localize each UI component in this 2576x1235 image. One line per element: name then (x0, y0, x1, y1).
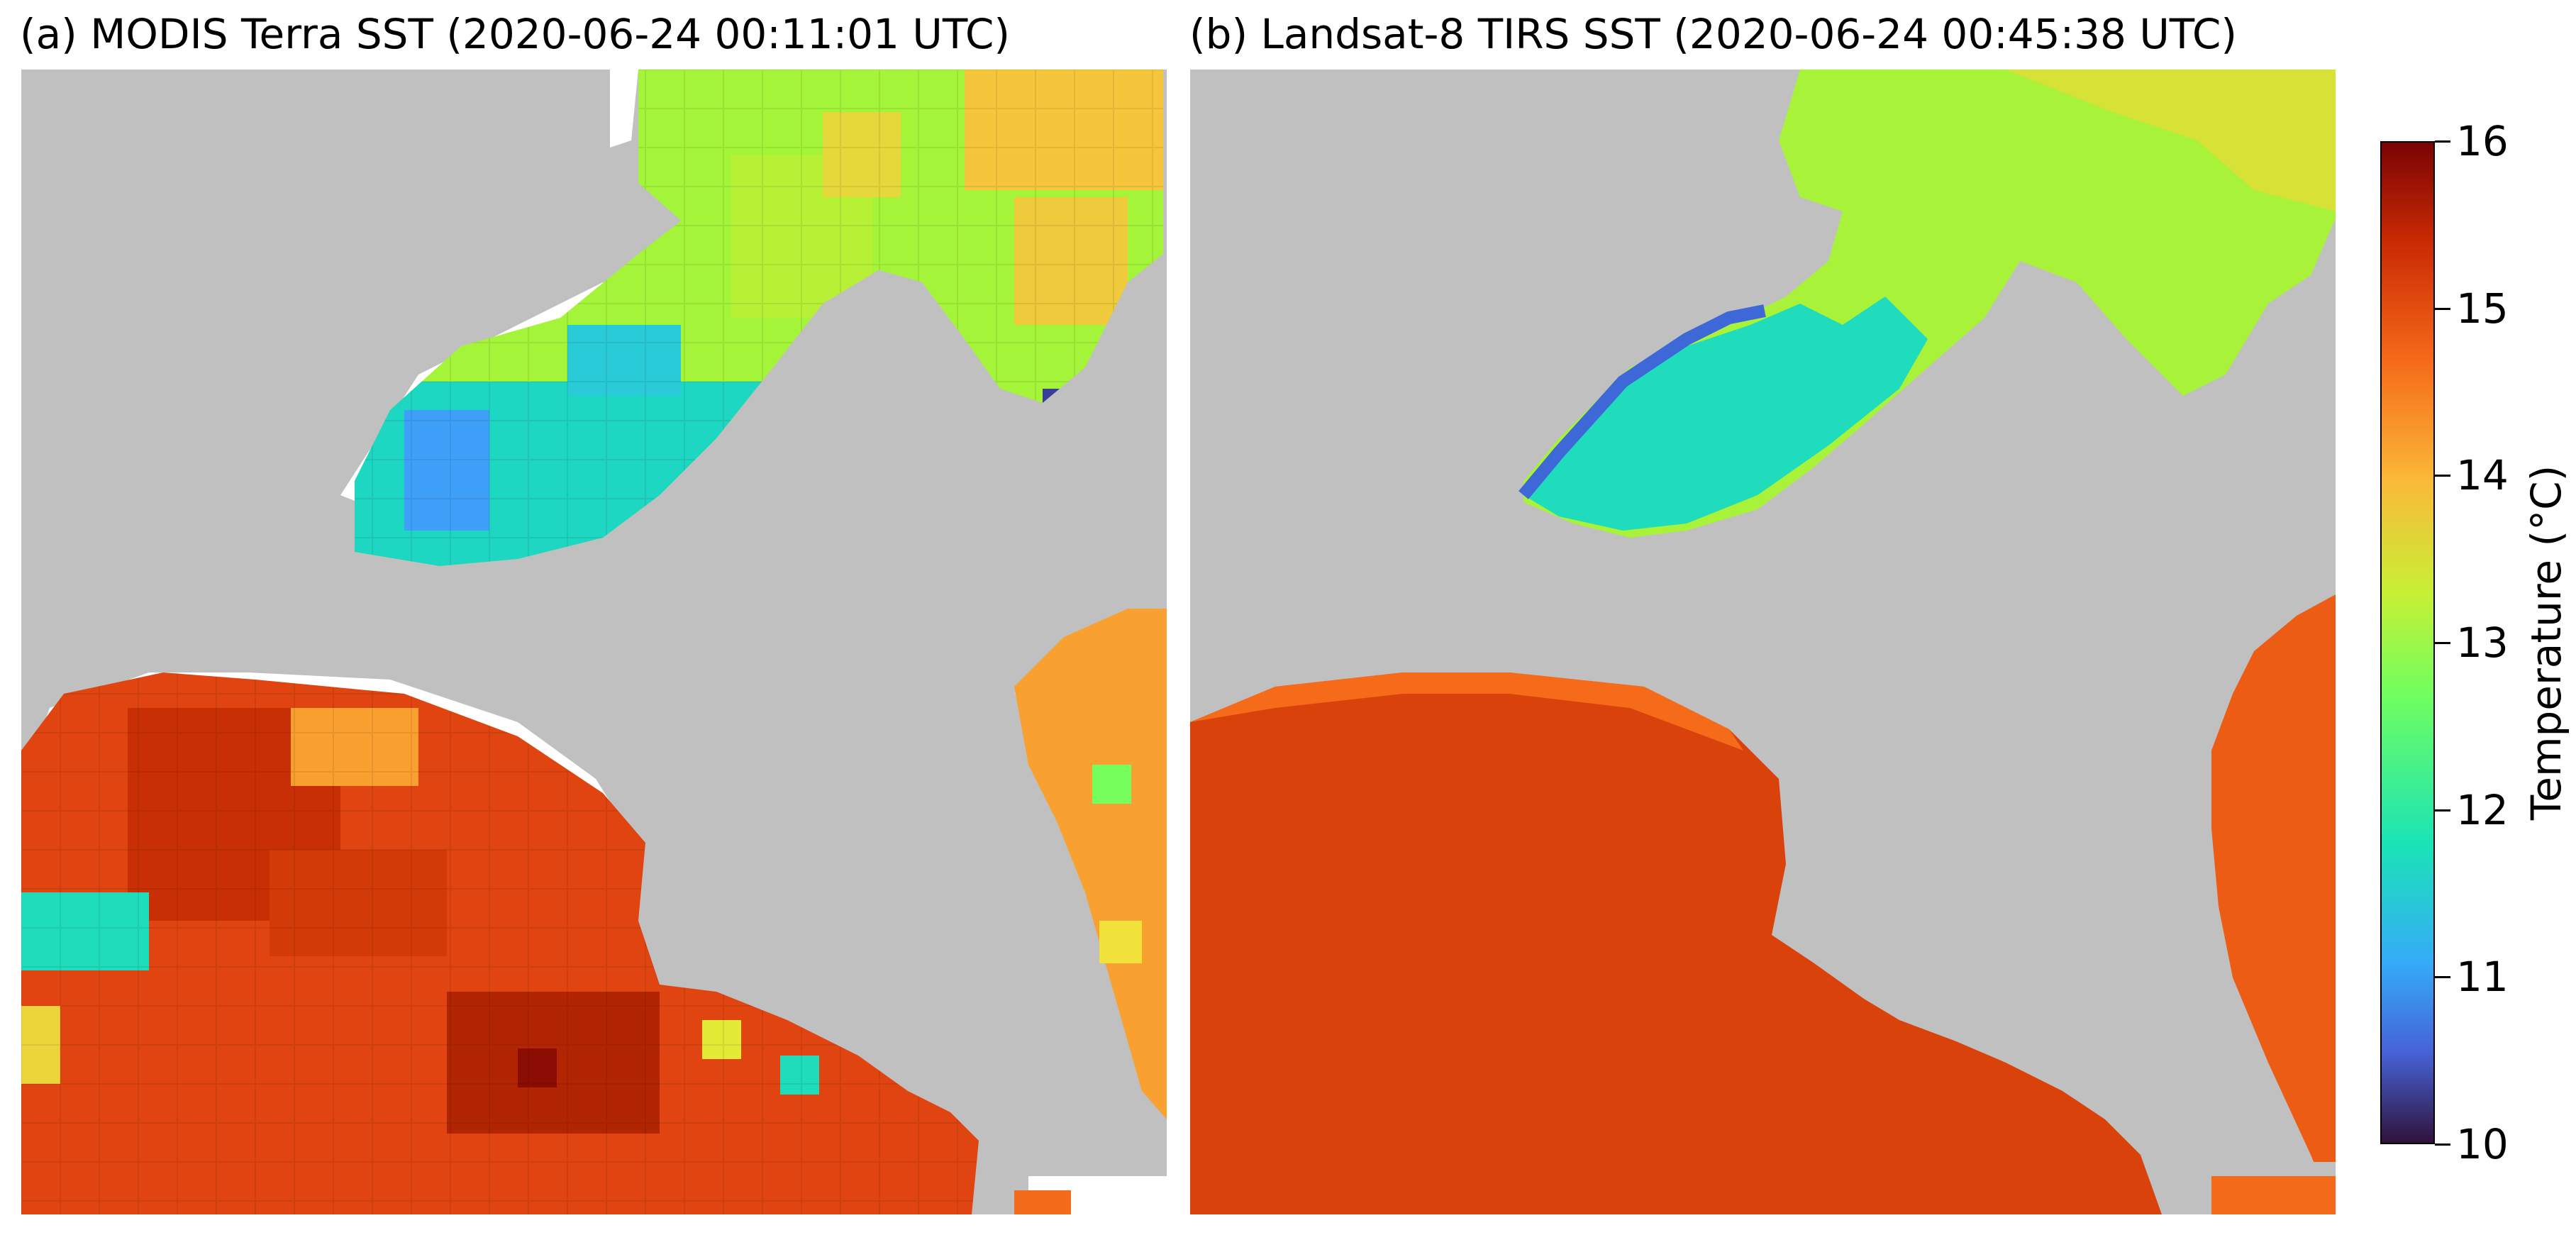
colorbar (2380, 141, 2435, 1144)
colorbar-tick-mark (2435, 307, 2450, 310)
colorbar-tick-mark (2435, 475, 2450, 477)
colorbar-tick-label: 13 (2456, 619, 2509, 667)
modis-sst-map (21, 70, 1167, 1214)
colorbar-tick-label: 14 (2456, 451, 2509, 500)
colorbar-tick-mark (2435, 140, 2450, 143)
landsat-sst-map (1190, 70, 2336, 1214)
panel-a-title: (a) MODIS Terra SST (2020-06-24 00:11:01… (20, 10, 1011, 58)
colorbar-tick-mark (2435, 976, 2450, 979)
panel-b-title: (b) Landsat-8 TIRS SST (2020-06-24 00:45… (1189, 10, 2237, 58)
landsat-sst-image (1190, 70, 2336, 1214)
colorbar-tick-mark (2435, 642, 2450, 644)
colorbar-tick-label: 16 (2456, 117, 2509, 165)
colorbar-tick-label: 12 (2456, 785, 2509, 834)
colorbar-tick-label: 11 (2456, 953, 2509, 1002)
colorbar-tick-label: 10 (2456, 1120, 2509, 1168)
modis-sst-image (21, 70, 1167, 1214)
colorbar-tick-mark (2435, 1143, 2450, 1146)
colorbar-tick-label: 15 (2456, 284, 2509, 333)
colorbar-tick-mark (2435, 809, 2450, 812)
colorbar-label: Temperature (°C) (2522, 465, 2570, 821)
